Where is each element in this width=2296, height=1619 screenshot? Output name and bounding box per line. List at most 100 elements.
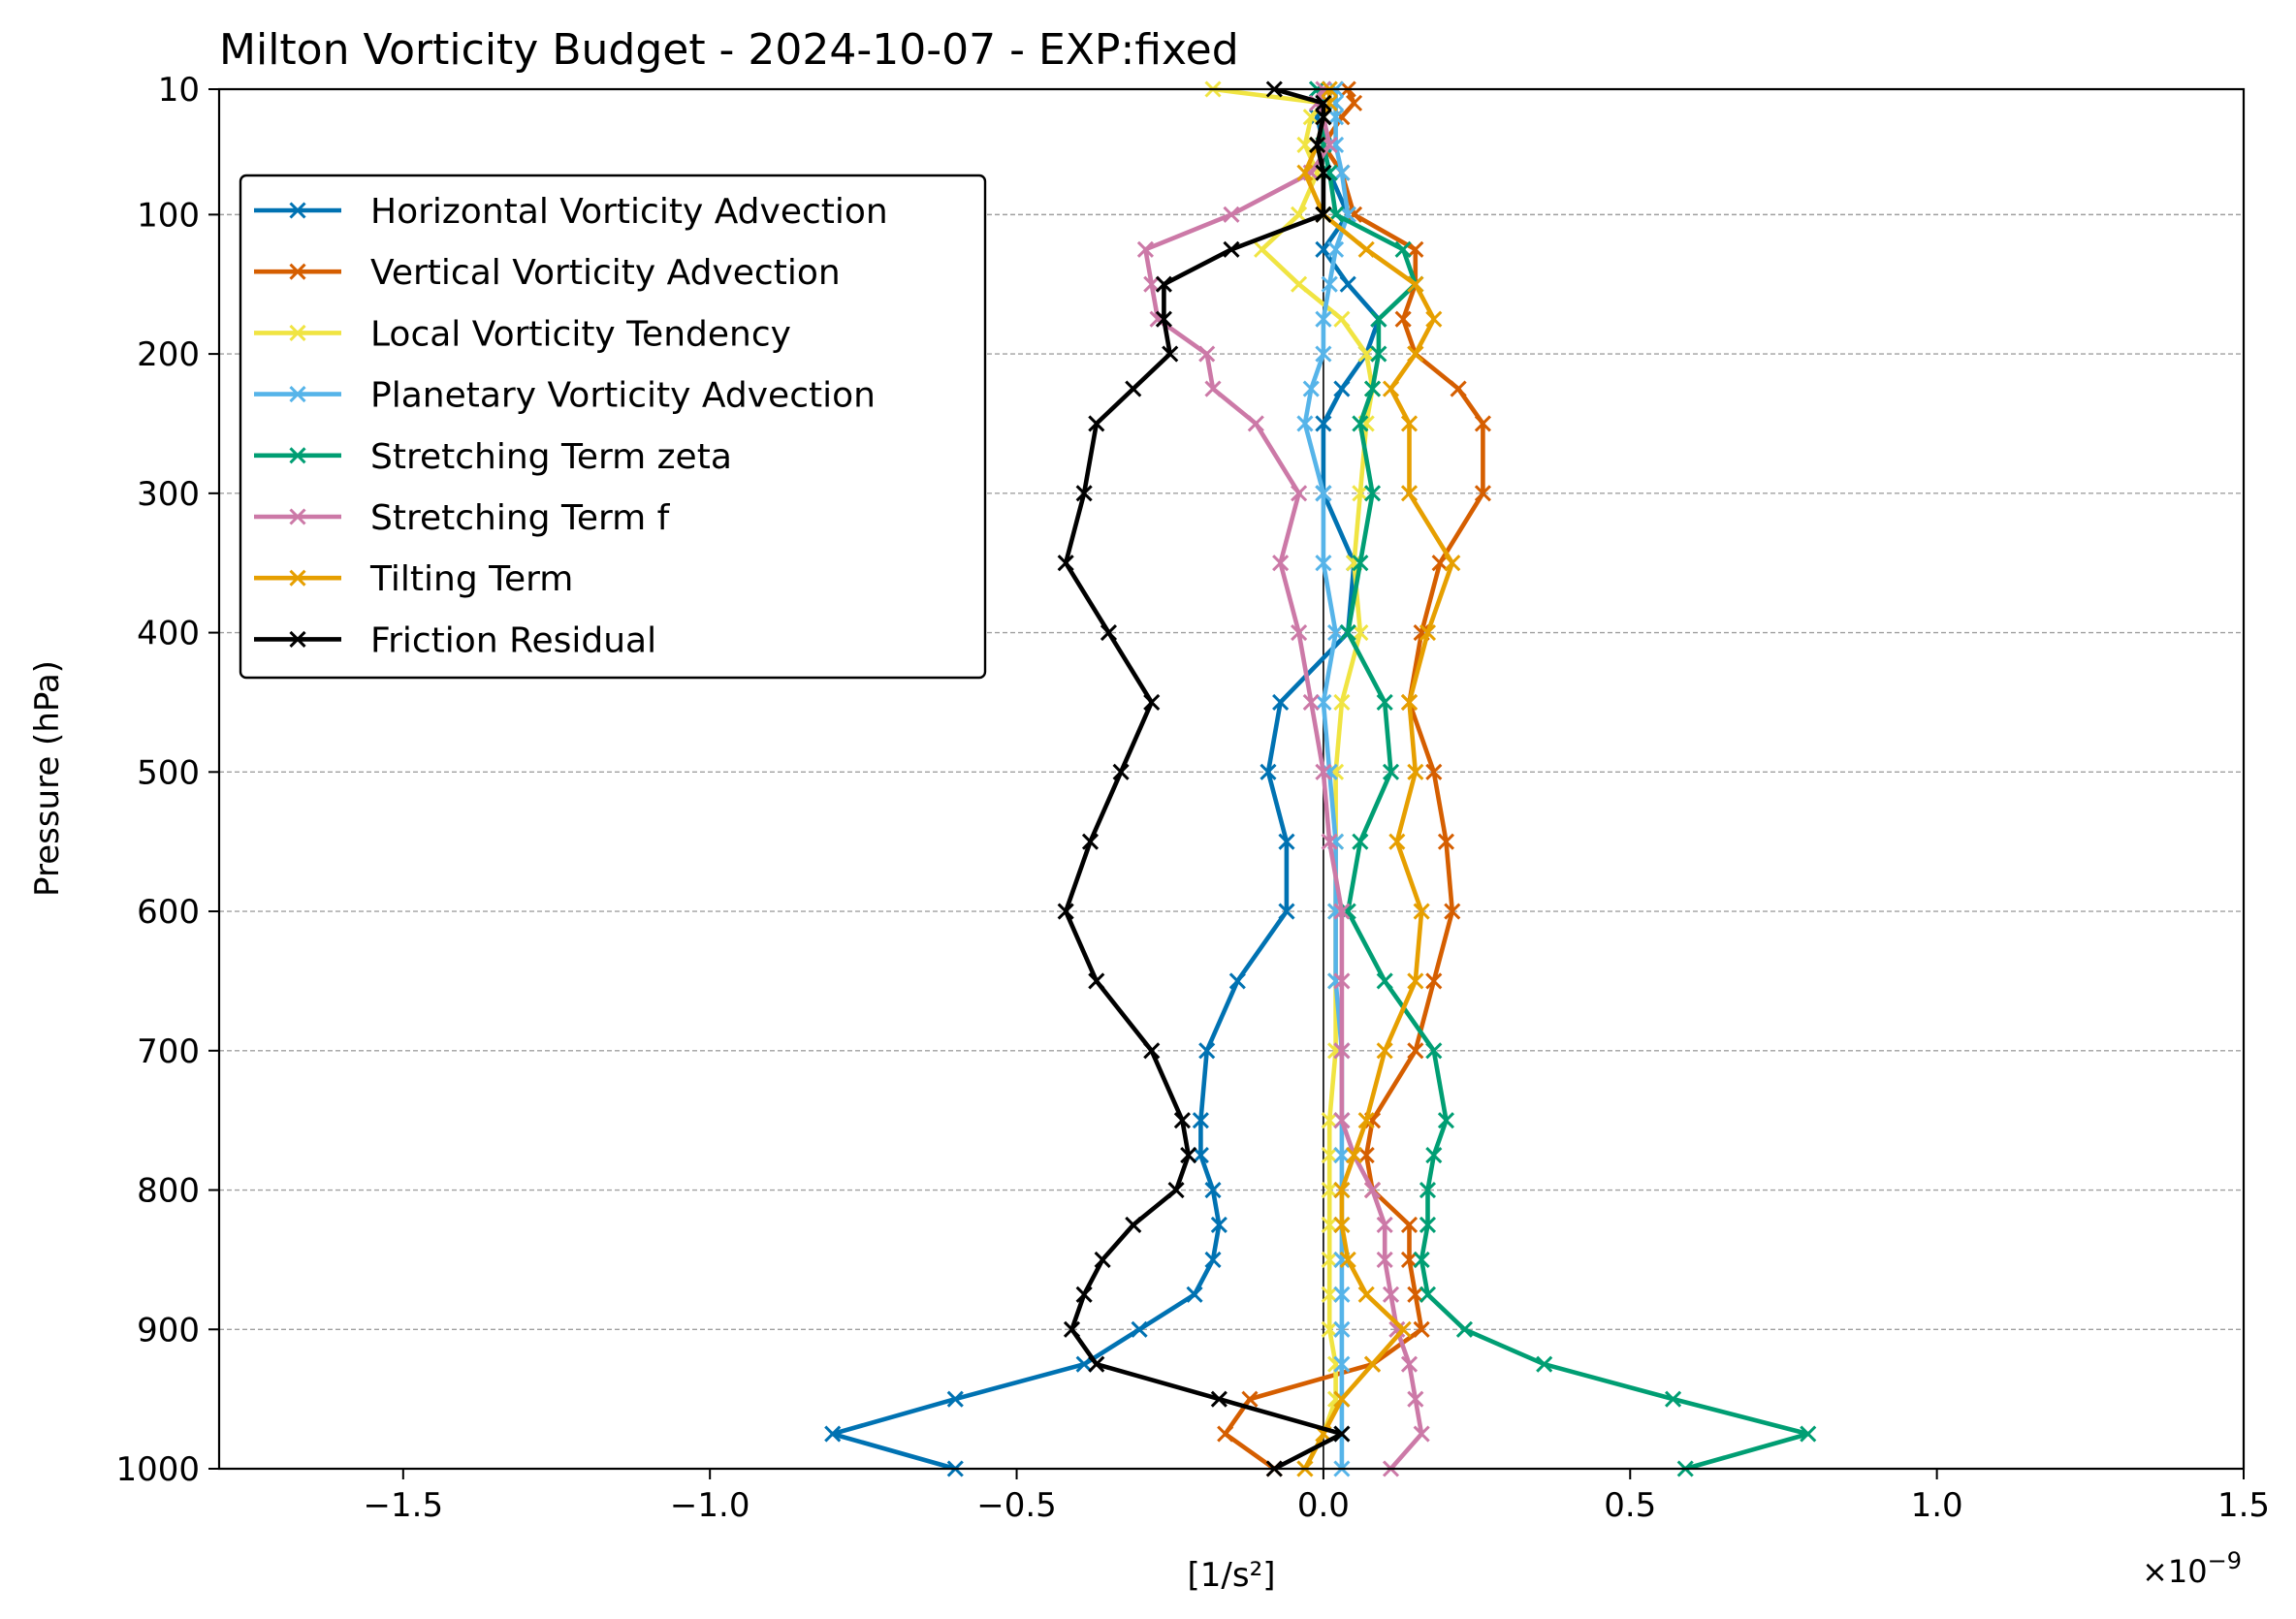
legend-label: Vertical Vorticity Advection [370, 253, 841, 293]
data-point-marker [1333, 1320, 1351, 1338]
series-7 [1057, 80, 1351, 1477]
data-point-marker [1241, 1390, 1259, 1408]
data-point-marker [1302, 693, 1320, 712]
data-point-marker [1425, 972, 1443, 990]
data-point-marker [1400, 693, 1419, 712]
legend-swatch-marker [289, 386, 306, 403]
data-point-marker [1333, 1181, 1351, 1199]
y-tick-label: 100 [137, 196, 200, 235]
data-point-marker [1210, 1390, 1228, 1408]
data-point-marker [1125, 1216, 1142, 1234]
data-point-marker [1394, 310, 1412, 328]
legend-swatch-marker [289, 263, 306, 280]
data-point-marker [1376, 693, 1393, 712]
legend-swatch-marker [289, 202, 306, 219]
data-point-marker [946, 1390, 964, 1408]
data-point-marker [1450, 380, 1467, 397]
data-point-marker [1296, 164, 1314, 181]
data-point-marker [1315, 555, 1332, 572]
x-tick-label: −1.0 [670, 1486, 750, 1525]
data-point-marker [1363, 485, 1382, 502]
data-point-marker [1333, 972, 1351, 990]
data-point-marker [1326, 109, 1345, 126]
x-tick-label: 1.0 [1911, 1486, 1963, 1525]
data-point-marker [1376, 1251, 1393, 1268]
data-point-marker [1339, 275, 1356, 293]
data-point-marker [1357, 1112, 1375, 1129]
data-point-marker [1315, 109, 1332, 126]
x-axis-label: [1/s²] [1188, 1556, 1276, 1595]
data-point-marker [1333, 310, 1351, 328]
data-point-marker [1198, 1042, 1216, 1060]
data-point-marker [1291, 275, 1308, 293]
data-point-marker [1321, 1147, 1338, 1164]
data-point-marker [1112, 763, 1130, 780]
data-point-marker [1302, 109, 1320, 126]
data-point-marker [1333, 1355, 1351, 1373]
data-point-marker [1437, 833, 1455, 850]
data-point-marker [1357, 1286, 1375, 1303]
data-point-marker [1210, 1216, 1228, 1234]
y-tick-label: 600 [137, 893, 200, 932]
legend-label: Local Vorticity Tendency [370, 314, 791, 354]
data-point-marker [1296, 415, 1314, 432]
data-point-marker [1413, 1251, 1430, 1268]
legend-label: Tilting Term [369, 559, 573, 599]
data-point-marker [1419, 1286, 1437, 1303]
data-point-marker [1352, 555, 1369, 572]
data-point-marker [1425, 1147, 1443, 1164]
data-point-marker [1291, 624, 1308, 642]
data-point-marker [1333, 1147, 1351, 1164]
x-axis-ticks: −1.5 −1.0 −0.5 0.0 0.5 1.0 1.5 [364, 1469, 2270, 1525]
legend-label: Stretching Term f [370, 498, 671, 538]
data-point-marker [1155, 275, 1172, 293]
data-point-marker [1388, 833, 1406, 850]
legend-label: Horizontal Vorticity Advection [370, 192, 888, 232]
data-point-marker [1155, 310, 1172, 328]
x-scale-base: ×10 [2142, 1553, 2208, 1590]
y-tick-label: 400 [137, 615, 200, 653]
data-point-marker [1400, 485, 1419, 502]
data-point-marker [1291, 206, 1308, 223]
x-axis-scale-factor: ×10−9 [2142, 1547, 2242, 1590]
data-point-marker [1315, 240, 1332, 258]
data-point-marker [1407, 763, 1424, 780]
data-point-marker [1204, 1251, 1222, 1268]
data-point-marker [1400, 1216, 1419, 1234]
data-point-marker [1296, 136, 1314, 154]
legend-swatch-marker [289, 324, 306, 341]
data-point-marker [1223, 240, 1240, 258]
y-tick-label: 10 [158, 71, 200, 110]
series-line [1315, 88, 1811, 1472]
data-point-marker [1247, 415, 1264, 432]
data-point-marker [1272, 693, 1290, 712]
data-point-marker [1333, 164, 1351, 181]
data-point-marker [1333, 693, 1351, 712]
data-point-marker [1075, 485, 1093, 502]
data-point-marker [1309, 136, 1326, 154]
data-point-marker [1333, 1425, 1351, 1443]
data-point-marker [1186, 1286, 1203, 1303]
data-point-marker [1419, 1181, 1437, 1199]
data-point-marker [1321, 1181, 1338, 1199]
y-axis-label: Pressure (hPa) [28, 660, 67, 897]
data-point-marker [1664, 1390, 1682, 1408]
legend-box [239, 174, 987, 680]
data-point-marker [1370, 310, 1387, 328]
y-axis-ticks: 10 100 200 300 400 500 600 700 800 900 1000 [115, 71, 219, 1489]
data-point-marker [1291, 485, 1308, 502]
data-point-marker [1272, 555, 1290, 572]
data-point-marker [1400, 1251, 1419, 1268]
data-point-marker [1143, 275, 1161, 293]
data-point-marker [1352, 485, 1369, 502]
data-point-marker [1321, 1216, 1338, 1234]
data-point-marker [1326, 240, 1345, 258]
legend-swatch-marker [289, 569, 306, 587]
data-point-marker [1315, 94, 1332, 111]
data-point-marker [1321, 136, 1338, 154]
data-point-marker [1419, 624, 1437, 642]
data-point-marker [1407, 1042, 1424, 1060]
series-line [1063, 86, 1345, 1472]
data-point-marker [1339, 1251, 1356, 1268]
